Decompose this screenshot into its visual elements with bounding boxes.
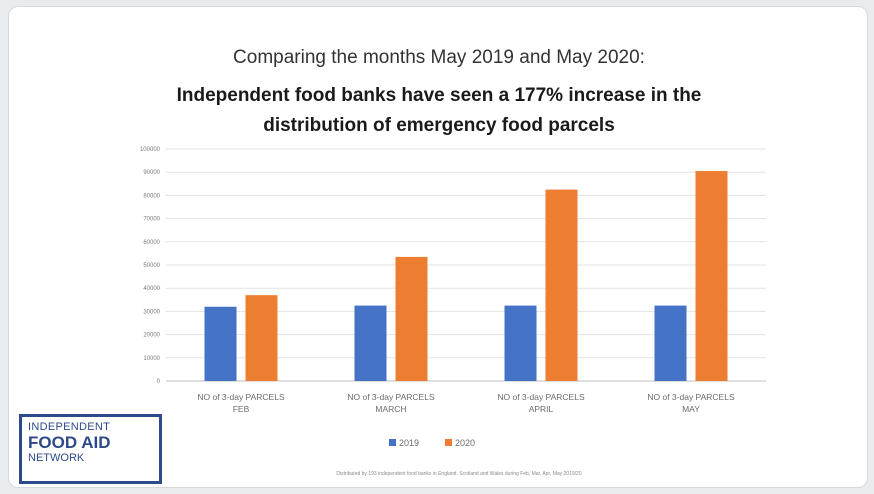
legend-swatch-2019	[389, 439, 396, 446]
bar-2020-1	[395, 256, 428, 381]
bar-2019-0	[204, 306, 237, 381]
y-tick-label: 50000	[143, 263, 160, 269]
bar-2019-1	[354, 305, 387, 381]
y-tick-label: 30000	[143, 309, 160, 315]
x-category-label: NO of 3-day PARCELS	[347, 392, 435, 402]
bar-2019-3	[654, 305, 687, 381]
logo-line-1: INDEPENDENT	[28, 421, 111, 433]
x-category-label: MAY	[682, 404, 700, 414]
chart-subtitle: Independent food banks have seen a 177% …	[176, 85, 702, 136]
x-category-label: NO of 3-day PARCELS	[647, 392, 735, 402]
x-category-label: FEB	[233, 404, 250, 414]
x-category-label: NO of 3-day PARCELS	[497, 392, 585, 402]
y-tick-label: 10000	[143, 356, 160, 362]
y-tick-label: 60000	[143, 240, 160, 246]
y-tick-label: 100000	[140, 147, 161, 153]
bar-2020-0	[245, 295, 278, 381]
chart-card: Comparing the months May 2019 and May 20…	[8, 6, 868, 488]
y-tick-label: 40000	[143, 286, 160, 292]
y-tick-label: 70000	[143, 217, 160, 223]
chart-footnote: Distributed by 193 independent food bank…	[336, 471, 582, 477]
chart-title: Comparing the months May 2019 and May 20…	[233, 47, 645, 68]
y-tick-label: 0	[157, 379, 161, 385]
y-tick-label: 80000	[143, 193, 160, 199]
logo-line-3: NETWORK	[28, 452, 85, 464]
bar-2019-2	[504, 305, 537, 381]
ifan-logo: INDEPENDENT FOOD AID NETWORK	[19, 414, 162, 484]
y-tick-label: 20000	[143, 333, 160, 339]
x-category-label: NO of 3-day PARCELS	[197, 392, 285, 402]
y-tick-label: 90000	[143, 170, 160, 176]
bar-chart: 0 10000 20000 30000 40000 50000 60000 70000 8000…	[140, 147, 766, 448]
bar-2020-2	[545, 189, 578, 381]
logo-line-2: FOOD AID	[28, 433, 111, 452]
legend-swatch-2020	[445, 439, 452, 446]
x-category-label: APRIL	[529, 404, 554, 414]
x-category-label: MARCH	[375, 404, 406, 414]
bar-2020-3	[695, 171, 728, 381]
legend-label-2019: 2019	[399, 438, 419, 448]
legend-label-2020: 2020	[455, 438, 475, 448]
